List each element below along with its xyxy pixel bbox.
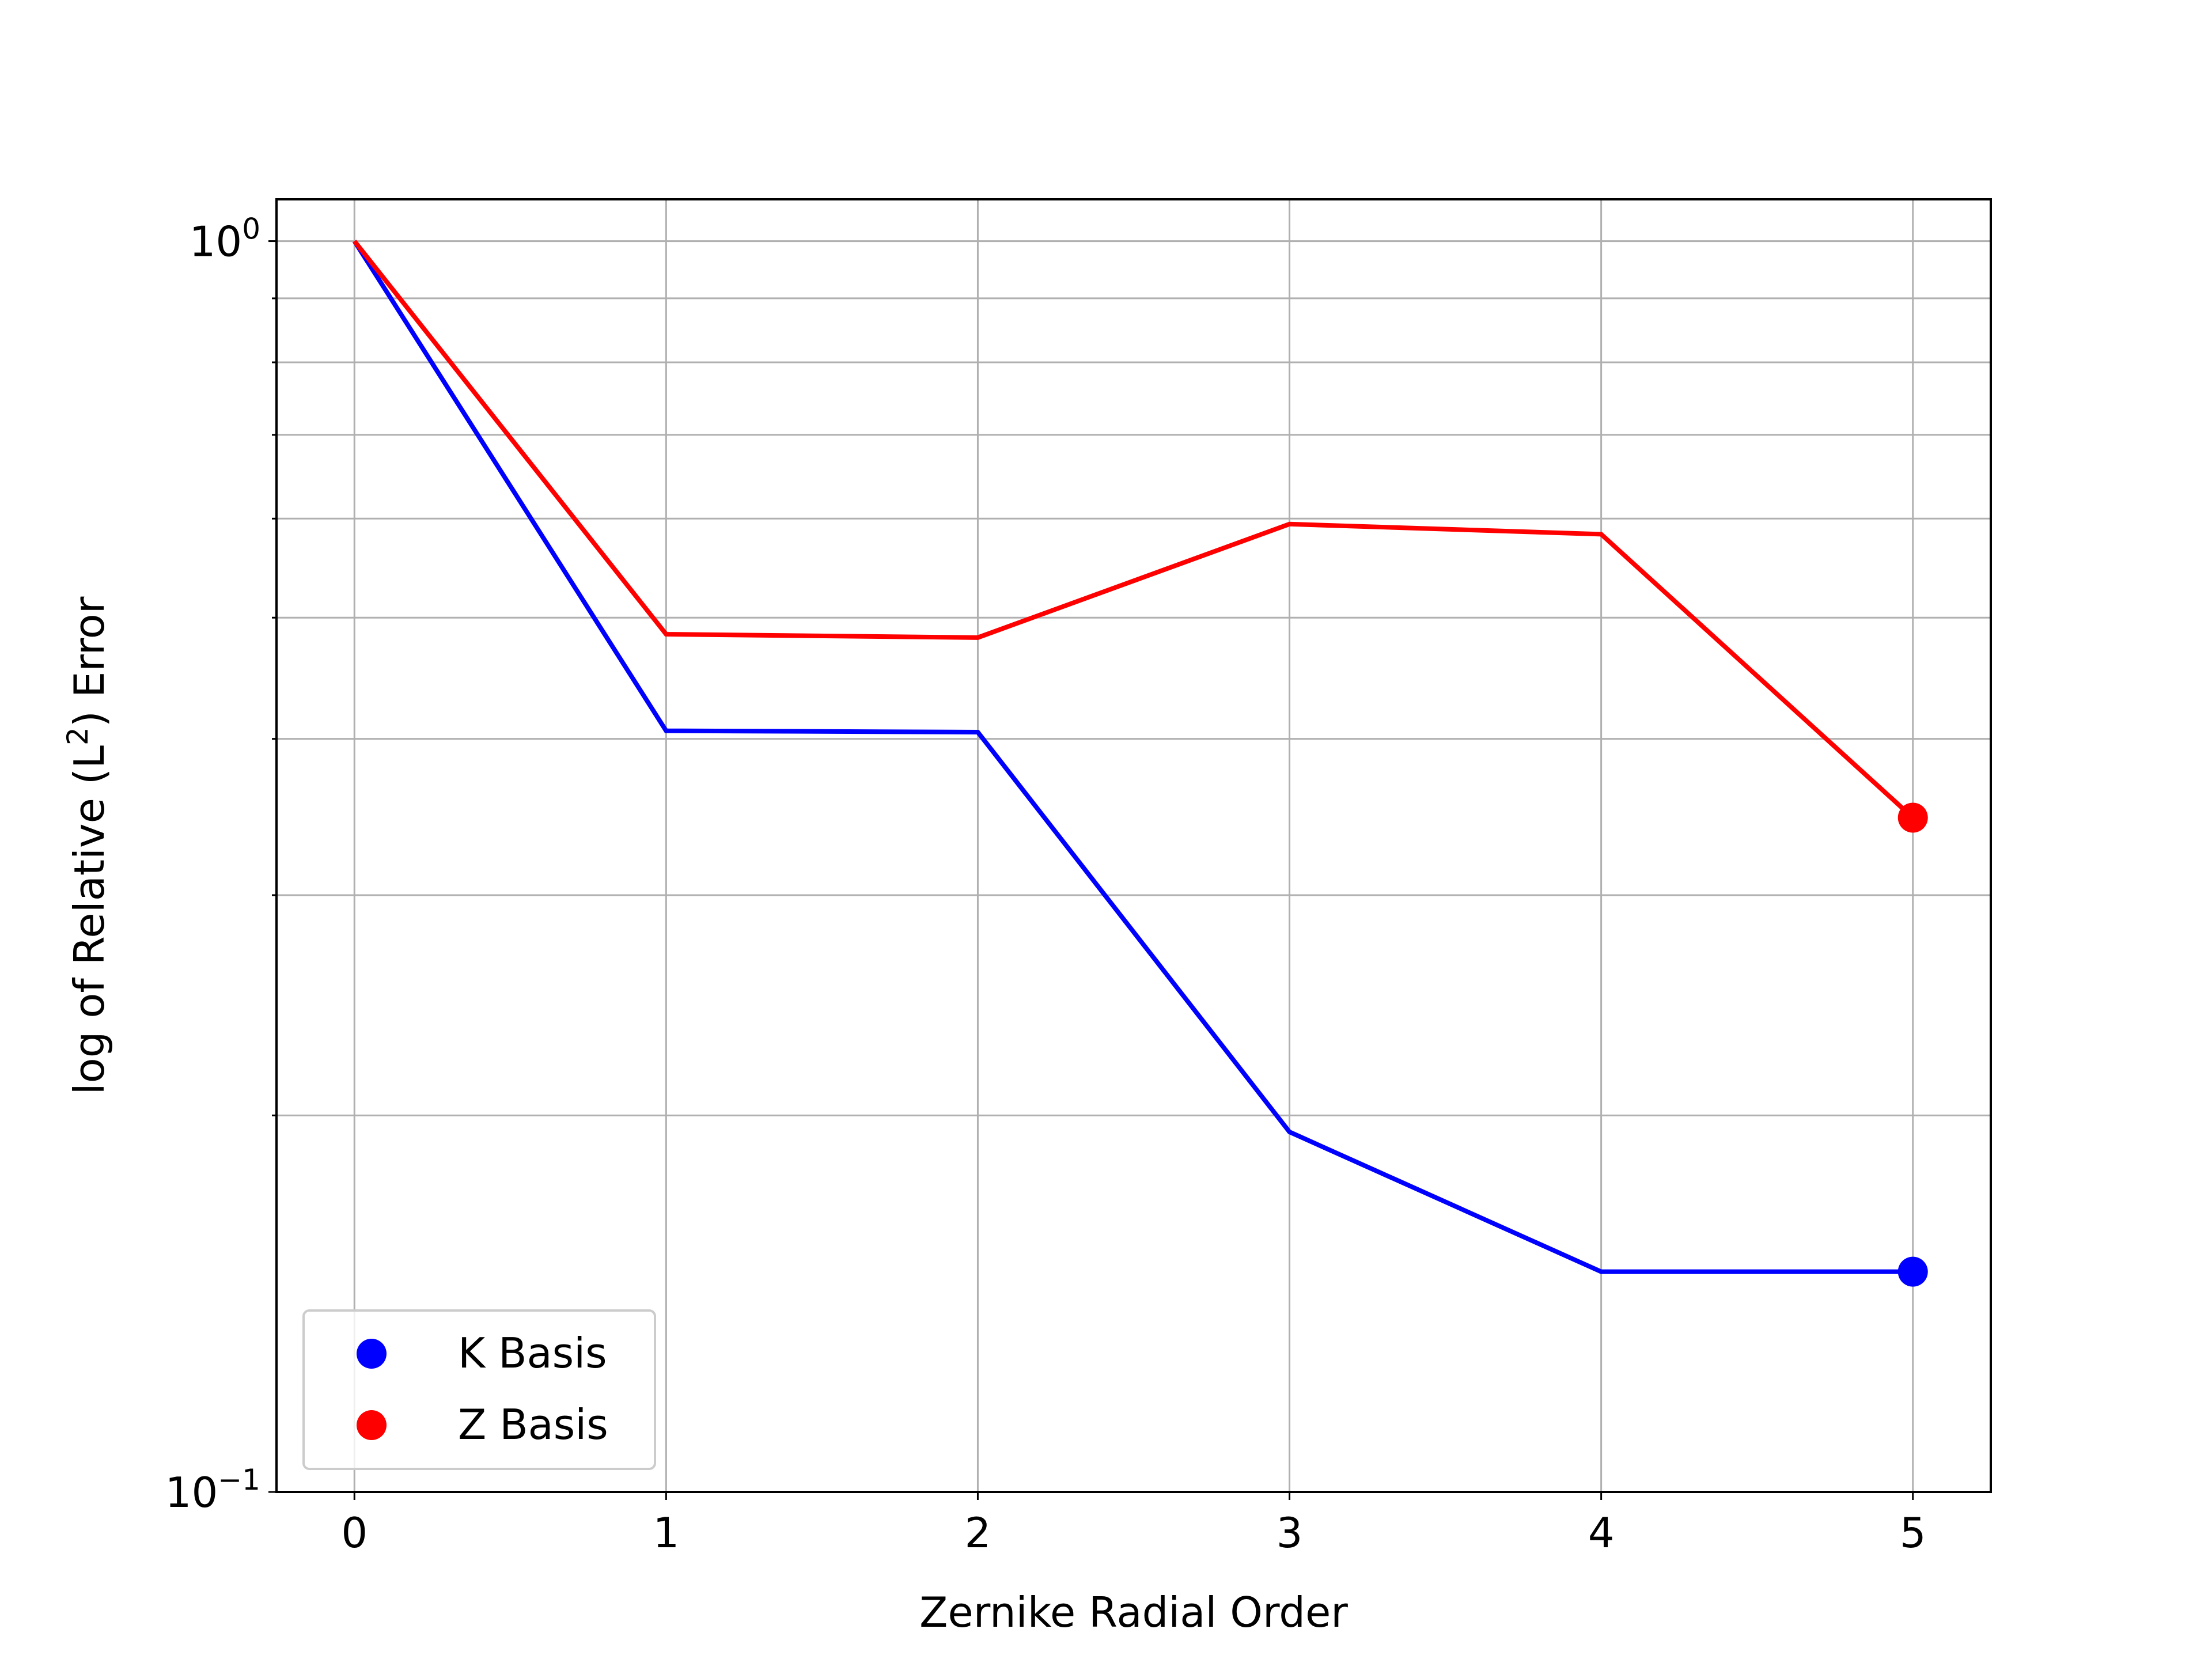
y-tick-label: 100 (190, 213, 260, 266)
x-tick-label: 0 (341, 1509, 368, 1557)
legend-marker-k-basis (357, 1339, 387, 1369)
y-tick-label-exponent: −1 (218, 1463, 260, 1497)
series-layer (352, 240, 1928, 1287)
x-tick-label: 1 (653, 1509, 679, 1557)
y-axis-label-main: log of Relative (L (65, 745, 113, 1094)
legend-marker-z-basis (357, 1410, 387, 1440)
series-line-k-basis (352, 240, 1913, 1274)
series-line-z-basis (353, 240, 1915, 820)
y-axis-label-tail: ) Error (65, 596, 113, 727)
y-tick-label-exponent: 0 (242, 213, 260, 246)
x-tick-label: 4 (1588, 1509, 1615, 1557)
y-axis-label-superscript: 2 (61, 727, 94, 745)
y-tick-label-base: 10 (190, 218, 243, 266)
y-tick-label: 10−1 (165, 1463, 260, 1517)
legend-label-k-basis: K Basis (458, 1329, 607, 1377)
grid (276, 199, 1991, 1492)
y-axis-label: log of Relative (L2) Error (61, 596, 113, 1094)
legend: K Basis Z Basis (302, 1309, 656, 1470)
x-axis-label: Zernike Radial Order (919, 1588, 1348, 1637)
y-tick-label-base: 10 (165, 1468, 218, 1517)
x-tick-label: 5 (1900, 1509, 1926, 1557)
x-tick-label: 2 (965, 1509, 991, 1557)
x-tick-label: 3 (1277, 1509, 1303, 1557)
plot-frame (275, 198, 1992, 1493)
data-point-z-basis (1897, 802, 1928, 833)
legend-label-z-basis: Z Basis (458, 1400, 608, 1449)
legend-box (302, 1309, 656, 1470)
data-point-k-basis (1897, 1256, 1928, 1287)
